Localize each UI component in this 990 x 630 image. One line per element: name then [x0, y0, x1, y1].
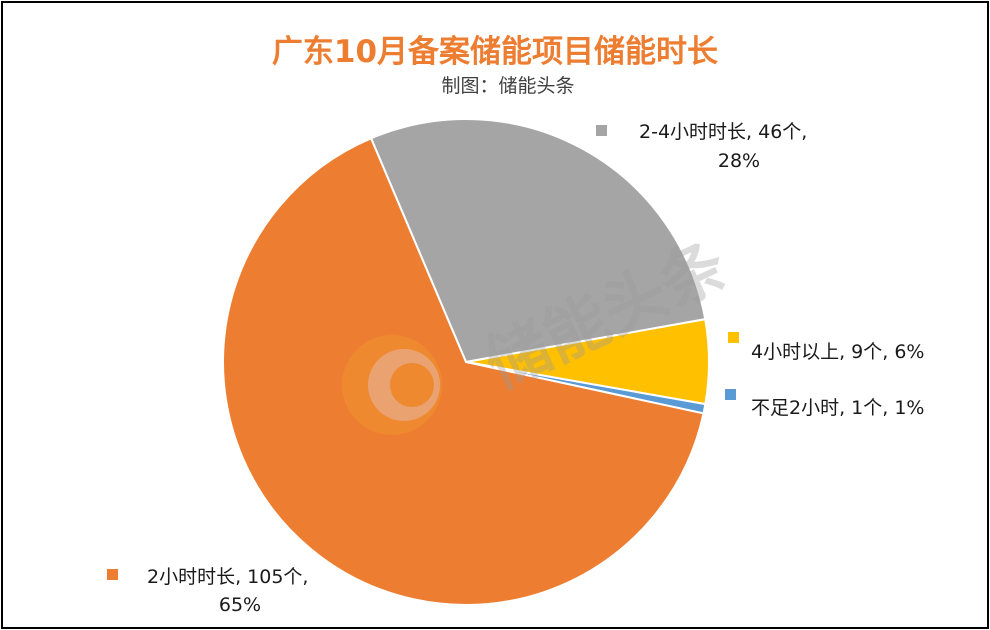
data-label-2-4h: 2-4小时时长, 46个, 28% — [596, 121, 807, 172]
label-2-4h-line1: 2-4小时时长, 46个, — [639, 121, 807, 143]
label-4h-plus: 4小时以上, 9个, 6% — [751, 341, 924, 363]
legend-marker-2-4h — [596, 125, 607, 136]
data-label-under-2h: 不足2小时, 1个, 1% — [725, 389, 924, 419]
watermark-logo — [342, 335, 442, 435]
chart-title: 广东10月备案储能项目储能时长 — [272, 34, 718, 70]
pie-slices — [222, 118, 710, 606]
label-under-2h: 不足2小时, 1个, 1% — [751, 397, 924, 419]
pie-slice-0 — [369, 118, 707, 364]
legend-marker-2h — [107, 569, 118, 580]
chart-subtitle: 制图：储能头条 — [441, 75, 574, 97]
legend-marker-4h-plus — [728, 332, 739, 343]
label-2-4h-line2: 28% — [718, 150, 760, 172]
data-label-2h: 2小时时长, 105个, 65% — [107, 566, 308, 616]
data-label-4h-plus: 4小时以上, 9个, 6% — [728, 332, 924, 363]
legend-marker-under-2h — [725, 389, 736, 400]
label-2h-line2: 65% — [219, 594, 261, 616]
label-2h-line1: 2小时时长, 105个, — [147, 566, 308, 588]
pie-slice-3 — [222, 137, 705, 606]
